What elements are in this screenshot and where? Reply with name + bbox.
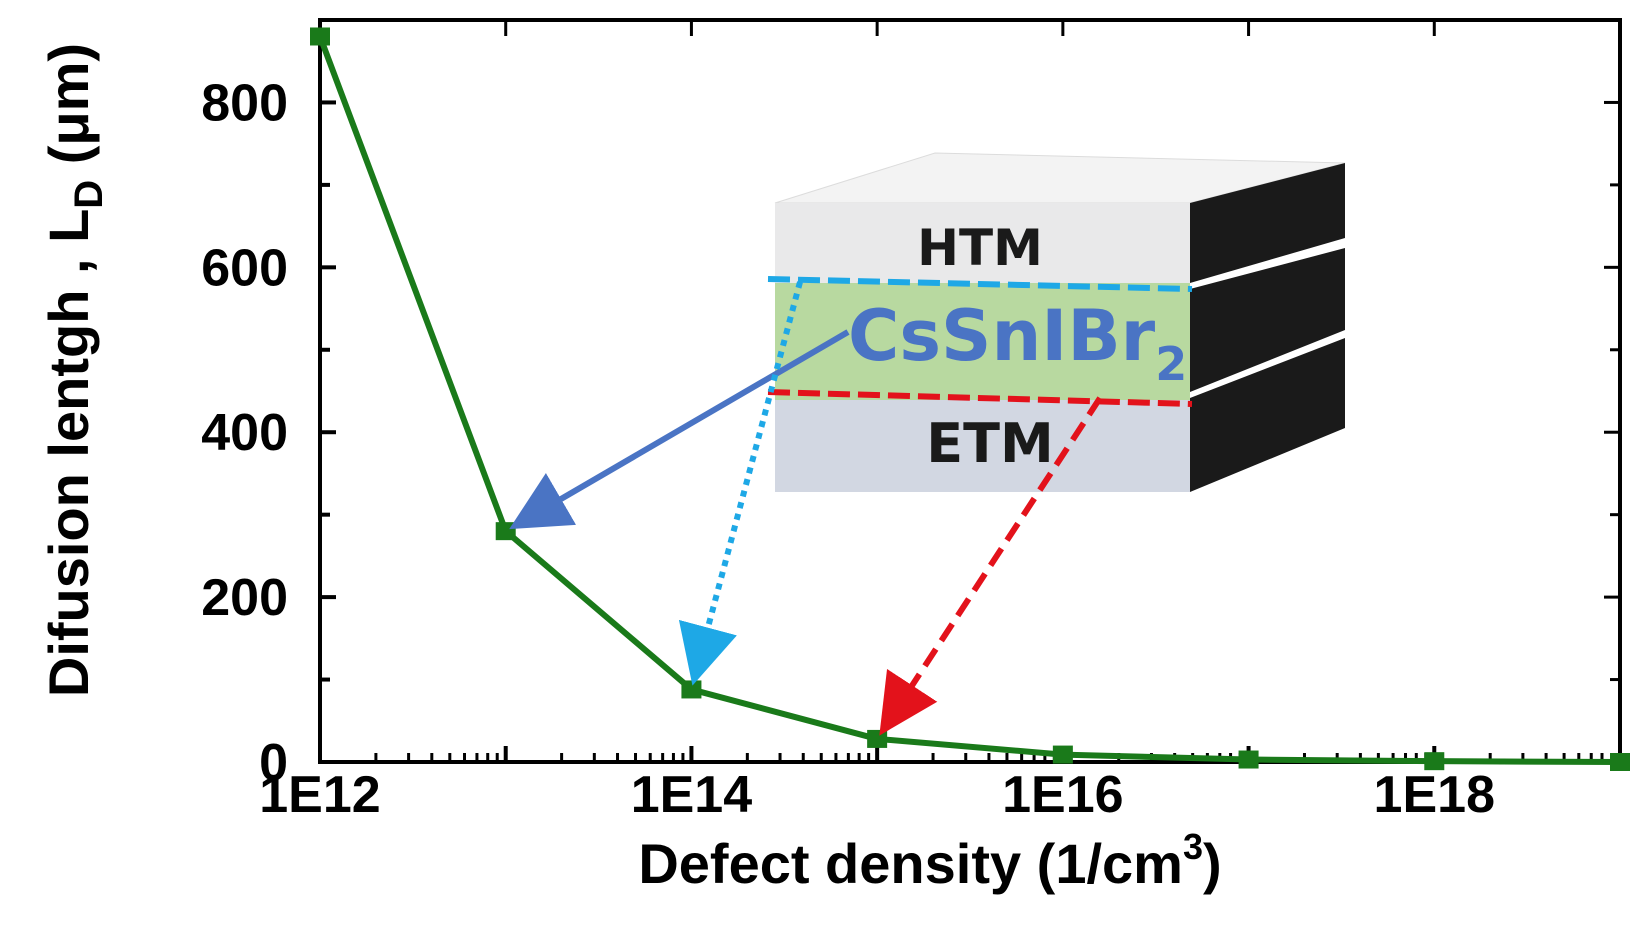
arrow-etm-interface-to-point (879, 396, 1103, 736)
stack-side-etm (1190, 338, 1345, 492)
y-axis-title-sub: D (67, 180, 111, 209)
x-tick-label: 1E16 (1002, 766, 1123, 824)
x-tick-label: 1E18 (1374, 766, 1495, 824)
x-axis-title-main: Defect density (1/cm (638, 832, 1183, 895)
series-group (310, 27, 1630, 771)
etm-interface-line (767, 389, 1193, 407)
cssnibr2-subscript: 2 (1155, 337, 1187, 391)
data-point (495, 522, 516, 541)
layer-etm (775, 400, 1190, 492)
y-tick-label: 0 (259, 734, 288, 792)
layer-label-cssnibr2: CsSnIBr2 (848, 295, 1187, 391)
y-axis-tick-labels: 0 200 400 600 800 (201, 74, 288, 792)
y-tick-label: 600 (201, 239, 288, 297)
cssnibr2-base: CsSnIBr (848, 295, 1156, 377)
stack-side-absorber (1190, 248, 1345, 392)
arrow-absorber-to-point (509, 329, 850, 530)
x-axis-tick-labels: 1E12 1E14 1E16 1E18 (259, 766, 1495, 824)
htm-interface-line (767, 276, 1193, 292)
y-axis-title-main: Difusion lentgh , L (37, 209, 100, 697)
data-point (310, 27, 330, 46)
data-point (1238, 750, 1259, 769)
data-point (681, 680, 702, 699)
data-point (867, 729, 888, 748)
x-tick-label: 1E12 (259, 766, 380, 824)
layer-label-etm: ETM (926, 412, 1053, 475)
y-axis-title: Difusion lentgh , LD (μm) (37, 43, 111, 697)
x-axis-title-sup: 3 (1183, 826, 1203, 867)
x-axis-ticks (318, 20, 1622, 762)
y-tick-label: 800 (201, 74, 288, 132)
layer-cssnibr2 (775, 283, 1190, 400)
layer-htm (775, 203, 1190, 283)
y-axis-title-unit: (μm) (37, 43, 100, 180)
y-tick-label: 400 (201, 404, 288, 462)
plot-frame (318, 18, 1622, 764)
stack-side-htm (1190, 163, 1345, 283)
x-axis-title: Defect density (1/cm3) (638, 826, 1221, 895)
data-point (1610, 753, 1630, 771)
y-tick-label: 200 (201, 569, 288, 627)
data-point (1424, 752, 1445, 771)
x-axis-title-end: ) (1203, 832, 1222, 895)
series-line (317, 35, 1621, 765)
x-tick-label: 1E14 (631, 766, 753, 824)
data-point (1052, 745, 1073, 764)
layer-label-htm: HTM (917, 219, 1043, 277)
device-stack-inset: HTM CsSnIBr2 ETM (767, 152, 1346, 492)
